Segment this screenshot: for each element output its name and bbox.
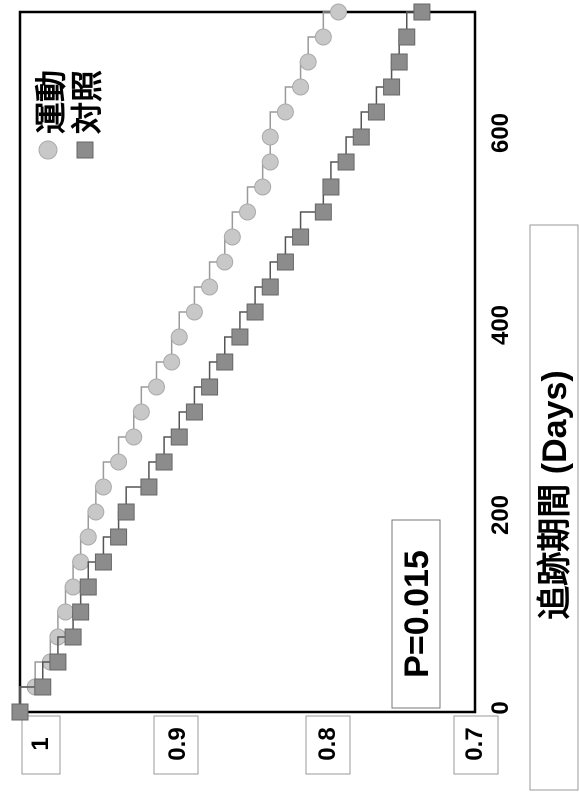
- series-0-point-25: [292, 78, 310, 96]
- series-1-point-9: [140, 478, 158, 496]
- series-layer: [11, 3, 431, 721]
- y-tick-label-0.8: 0.8: [314, 727, 341, 760]
- series-0-point-20: [239, 203, 256, 221]
- x-tick-label-200: 200: [487, 495, 514, 535]
- series-1-point-23: [352, 128, 370, 146]
- y-tick-box-0.9: [153, 715, 199, 775]
- x-tick-label-600: 600: [487, 113, 514, 153]
- series-1-point-21: [322, 178, 340, 196]
- p-value-box: [391, 519, 441, 709]
- series-0-point-6: [72, 553, 90, 571]
- y-tick-box-0.8: [305, 715, 351, 775]
- series-0-point-13: [148, 378, 165, 396]
- series-1-point-2: [49, 653, 67, 671]
- series-0-point-24: [276, 103, 294, 121]
- x-tick-label-0: 0: [487, 701, 514, 714]
- legend: 運動 対照: [33, 70, 105, 160]
- series-0-point-10: [110, 453, 128, 471]
- series-0-point-28: [330, 3, 347, 21]
- series-1-point-17: [261, 278, 279, 296]
- series-1-point-7: [110, 528, 128, 546]
- series-0-point-16: [185, 303, 203, 321]
- series-0-point-5: [64, 578, 82, 596]
- series-0-point-27: [314, 28, 332, 46]
- x-axis-label-box: [529, 224, 579, 791]
- series-1-point-20: [314, 203, 332, 221]
- series-0-point-11: [125, 428, 143, 446]
- legend-marker-exercise: [38, 140, 58, 160]
- series-1-point-12: [185, 403, 203, 421]
- series-0-point-23: [261, 128, 279, 146]
- series-0-point-18: [216, 253, 234, 271]
- series-1-point-4: [72, 603, 90, 621]
- y-tick-label-0.9: 0.9: [164, 727, 191, 760]
- x-tick-labels: 0 200 400 600: [487, 113, 514, 715]
- x-axis-label: 追跡期間 (Days): [536, 370, 574, 619]
- series-1-point-0: [11, 703, 29, 721]
- series-1-point-22: [337, 153, 355, 171]
- series-1-point-1: [34, 678, 52, 696]
- p-value-annotation: P=0.015: [398, 550, 436, 678]
- series-0-point-7: [79, 528, 97, 546]
- series-0-point-8: [87, 503, 105, 521]
- series-1-point-10: [155, 453, 173, 471]
- y-tick-box-0.7: [453, 715, 499, 775]
- series-1-point-15: [231, 328, 249, 346]
- series-0-point-4: [57, 603, 74, 621]
- series-1-point-19: [292, 228, 310, 246]
- series-1-point-3: [64, 628, 82, 646]
- series-0-point-17: [201, 278, 219, 296]
- series-0-point-15: [170, 328, 188, 346]
- series-1-point-5: [79, 578, 97, 596]
- series-1-point-27: [398, 28, 416, 46]
- plot-frame: [18, 10, 477, 714]
- series-1-point-24: [367, 103, 385, 121]
- series-1-point-25: [383, 78, 401, 96]
- series-0-point-26: [299, 53, 317, 71]
- y-tick-box-1: [21, 715, 61, 775]
- series-0-point-14: [163, 353, 181, 371]
- series-1-point-14: [216, 353, 234, 371]
- series-0-point-21: [254, 178, 272, 196]
- series-1-point-16: [246, 303, 264, 321]
- series-0-point-12: [132, 403, 150, 421]
- series-1-point-28: [413, 3, 431, 21]
- series-1-point-11: [170, 428, 188, 446]
- series-0-point-9: [94, 478, 112, 496]
- legend-marker-control: [76, 141, 94, 159]
- series-0-point-22: [261, 153, 279, 171]
- series-0-point-19: [223, 228, 241, 246]
- legend-label-control: 対照: [69, 70, 105, 134]
- y-tick-label-0.7: 0.7: [461, 727, 488, 760]
- series-1-point-18: [276, 253, 294, 271]
- y-tick-label-1: 1: [27, 737, 54, 750]
- series-1-point-13: [201, 378, 219, 396]
- x-tick-label-400: 400: [487, 305, 514, 345]
- series-1-point-26: [390, 53, 408, 71]
- series-1-point-6: [94, 553, 112, 571]
- series-1-point-8: [117, 503, 135, 521]
- y-tick-labels: 1 0.9 0.8 0.7: [27, 727, 488, 760]
- legend-label-exercise: 運動: [33, 70, 69, 134]
